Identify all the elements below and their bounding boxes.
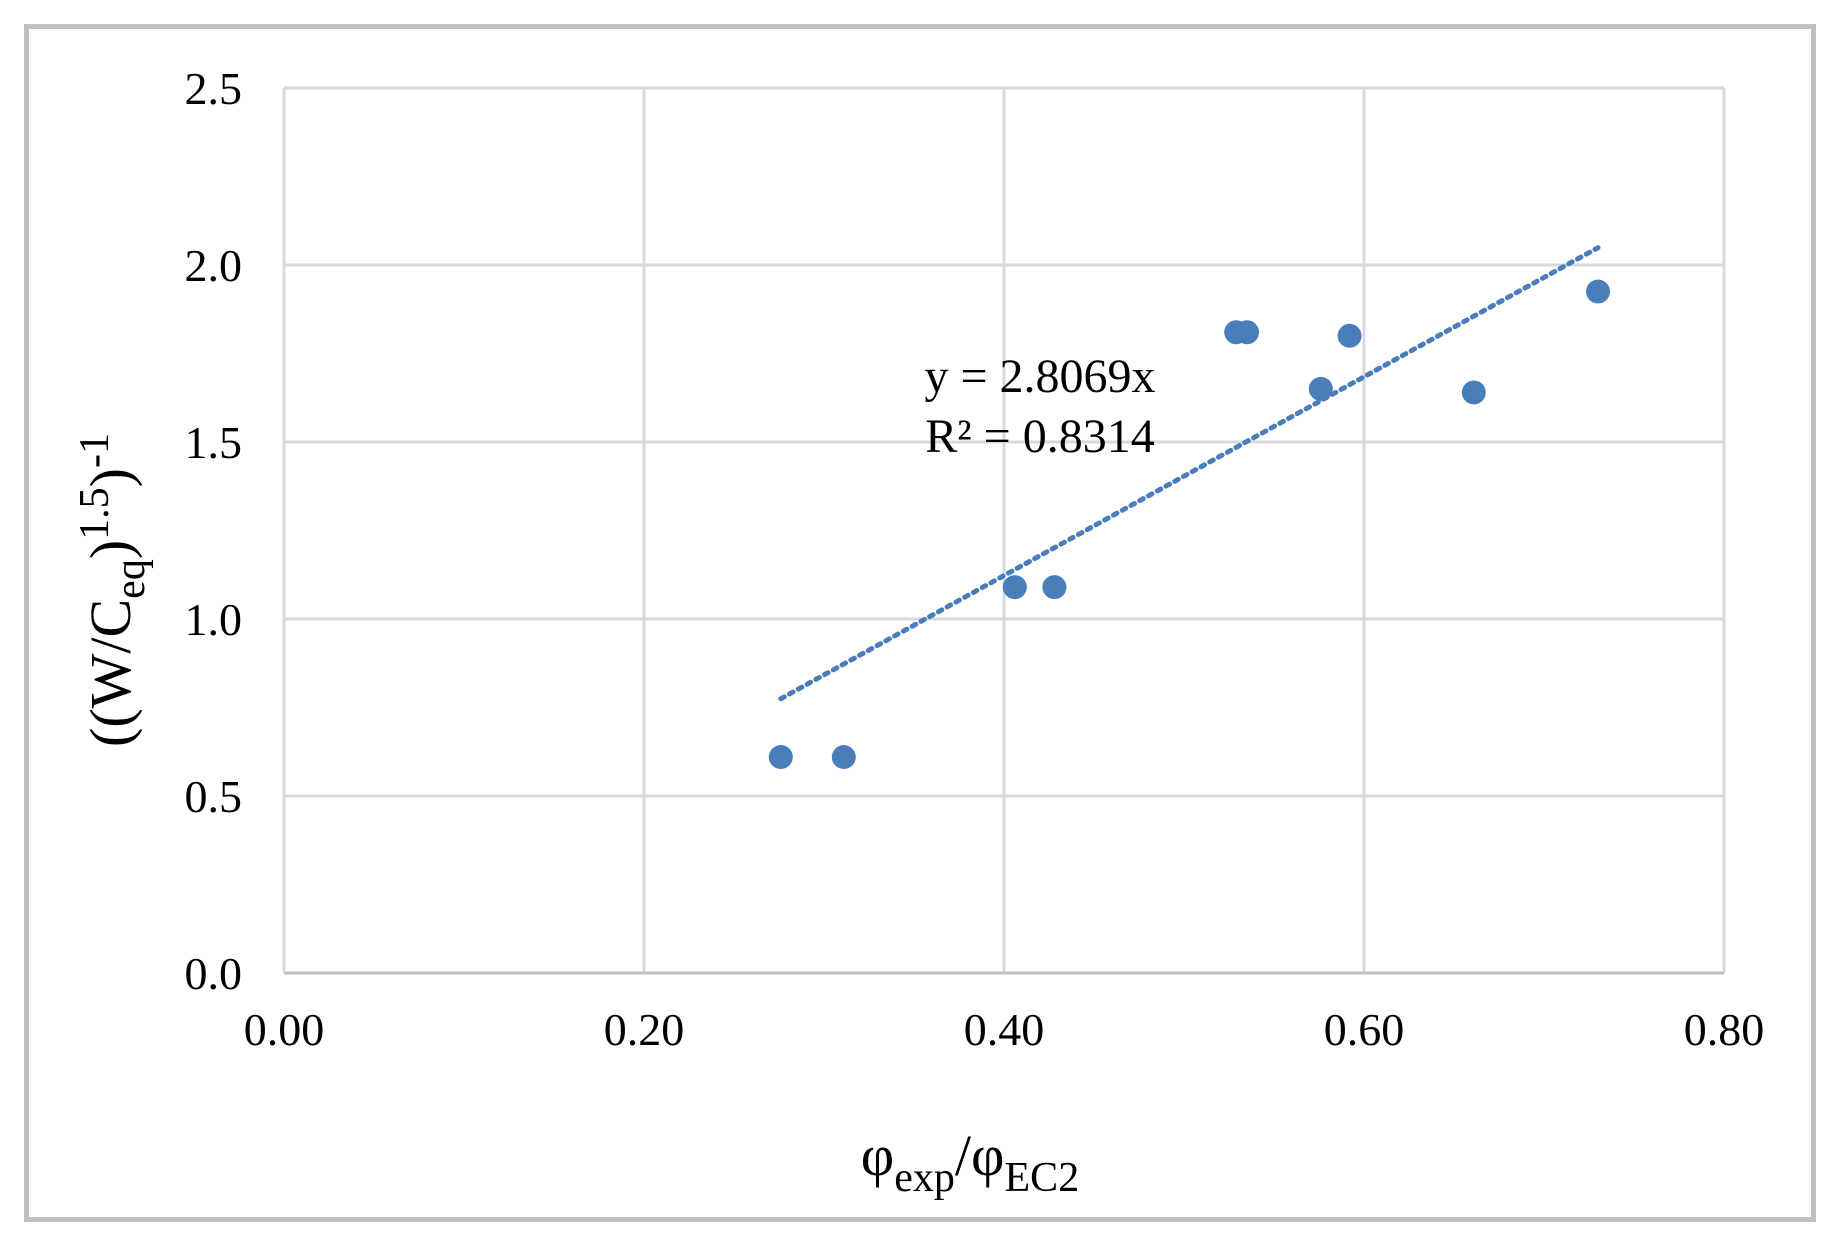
y-tick-label: 0.0 [185,948,243,999]
y-tick-label: 0.5 [185,771,243,822]
scatter-point [1002,575,1027,600]
y-tick-label: 2.0 [185,240,243,291]
equation-label: y = 2.8069x [924,350,1155,403]
scatter-point [831,745,856,770]
scatter-point [1042,575,1067,600]
scatter-point [1235,320,1259,345]
x-tick-label: 0.00 [244,1004,325,1055]
x-tick-label: 0.60 [1324,1004,1405,1055]
tick-labels: 0.0 0.5 1.0 1.5 2.0 2.5 0.00 0.20 0.40 0.60 0.80 [185,63,1765,1055]
y-axis-title: ((W/Ceq)1.5)-1 [72,433,154,747]
y-title-close: ) [78,540,143,559]
y-title-sub: eq [108,559,154,599]
x-axis-title: φexp/φEC2 [861,1123,1079,1201]
x-title-phi1: φ [861,1123,894,1188]
grid-lines [284,86,1726,973]
y-tick-label: 2.5 [185,63,243,114]
x-tick-label: 0.80 [1684,1004,1765,1055]
axes [282,88,1724,975]
scatter-point [1308,376,1333,401]
scatter-point [1586,279,1610,304]
y-title-prefix: ((W/C [78,599,143,747]
scatter-point [1461,380,1486,405]
y-tick-label: 1.0 [185,594,243,645]
trendline-group [778,245,1601,702]
y-title-close2: ) [78,468,143,487]
trendline [778,245,1601,702]
x-tick-label: 0.20 [604,1004,685,1055]
x-title-sub2: EC2 [1005,1155,1080,1201]
y-title-sup: 1.5 [72,487,118,540]
scatter-point [1337,323,1362,348]
data-points [768,279,1610,770]
scatter-point [768,745,793,770]
y-tick-label: 1.5 [185,417,243,468]
r-squared-label: R² = 0.8314 [925,410,1154,463]
y-title-sup2: -1 [72,433,118,468]
x-title-phi2: φ [971,1123,1004,1188]
x-tick-label: 0.40 [964,1004,1045,1055]
x-title-sub1: exp [894,1155,955,1201]
x-title-slash: / [955,1123,972,1188]
